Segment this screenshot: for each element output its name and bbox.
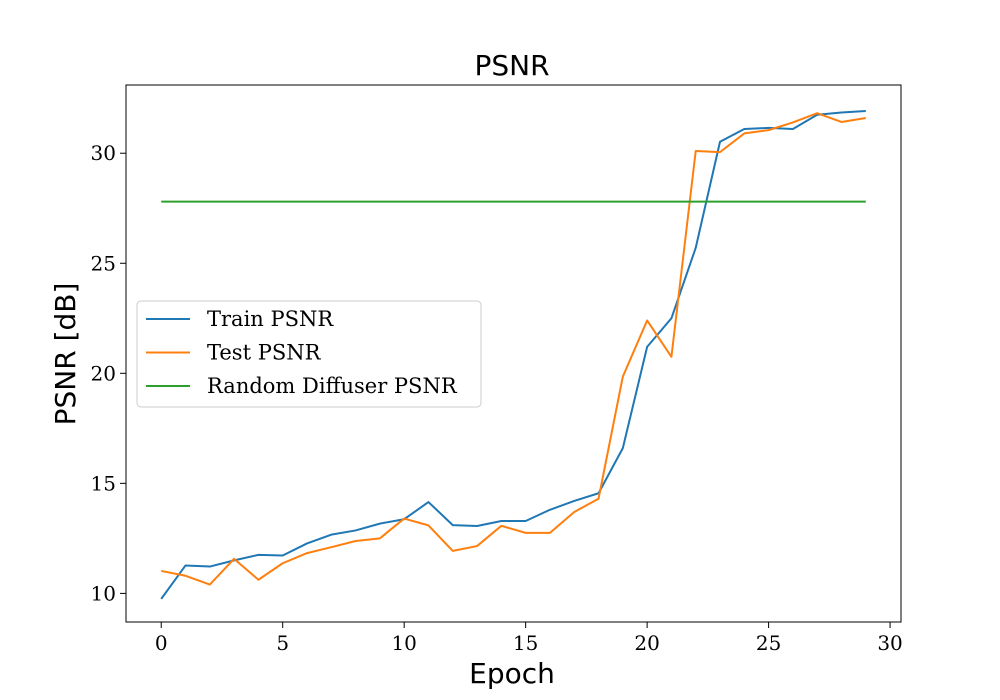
chart-title: PSNR [474, 49, 549, 82]
legend-box [136, 300, 482, 408]
x-tick-label: 15 [513, 631, 538, 655]
y-axis-label: PSNR [dB] [49, 283, 82, 426]
y-axis-ticks: 10 15 20 25 30 [91, 141, 126, 605]
y-tick-label: 25 [91, 251, 116, 275]
series-line-train-psnr [160, 109, 866, 600]
legend: Train PSNR Test PSNR Random Diffuser PSNR [136, 300, 482, 408]
plot-series [160, 109, 866, 600]
y-tick-label: 15 [91, 471, 116, 495]
series-line-test-psnr [161, 112, 866, 586]
x-tick-label: 10 [391, 631, 416, 655]
x-tick-label: 30 [877, 631, 902, 655]
y-tick-label: 20 [91, 361, 116, 385]
legend-label-random-diffuser-psnr: Random Diffuser PSNR [207, 374, 458, 398]
x-axis-ticks: 0 5 10 15 20 25 30 [155, 622, 903, 655]
x-tick-label: 20 [634, 631, 659, 655]
x-tick-label: 25 [756, 631, 781, 655]
x-tick-label: 5 [276, 631, 289, 655]
plot-frame [125, 84, 902, 623]
legend-label-train-psnr: Train PSNR [207, 307, 334, 331]
legend-label-test-psnr: Test PSNR [207, 341, 322, 365]
x-tick-label: 0 [155, 631, 168, 655]
y-tick-label: 10 [91, 581, 116, 605]
x-axis-label: Epoch [469, 657, 555, 690]
y-tick-label: 30 [91, 141, 116, 165]
